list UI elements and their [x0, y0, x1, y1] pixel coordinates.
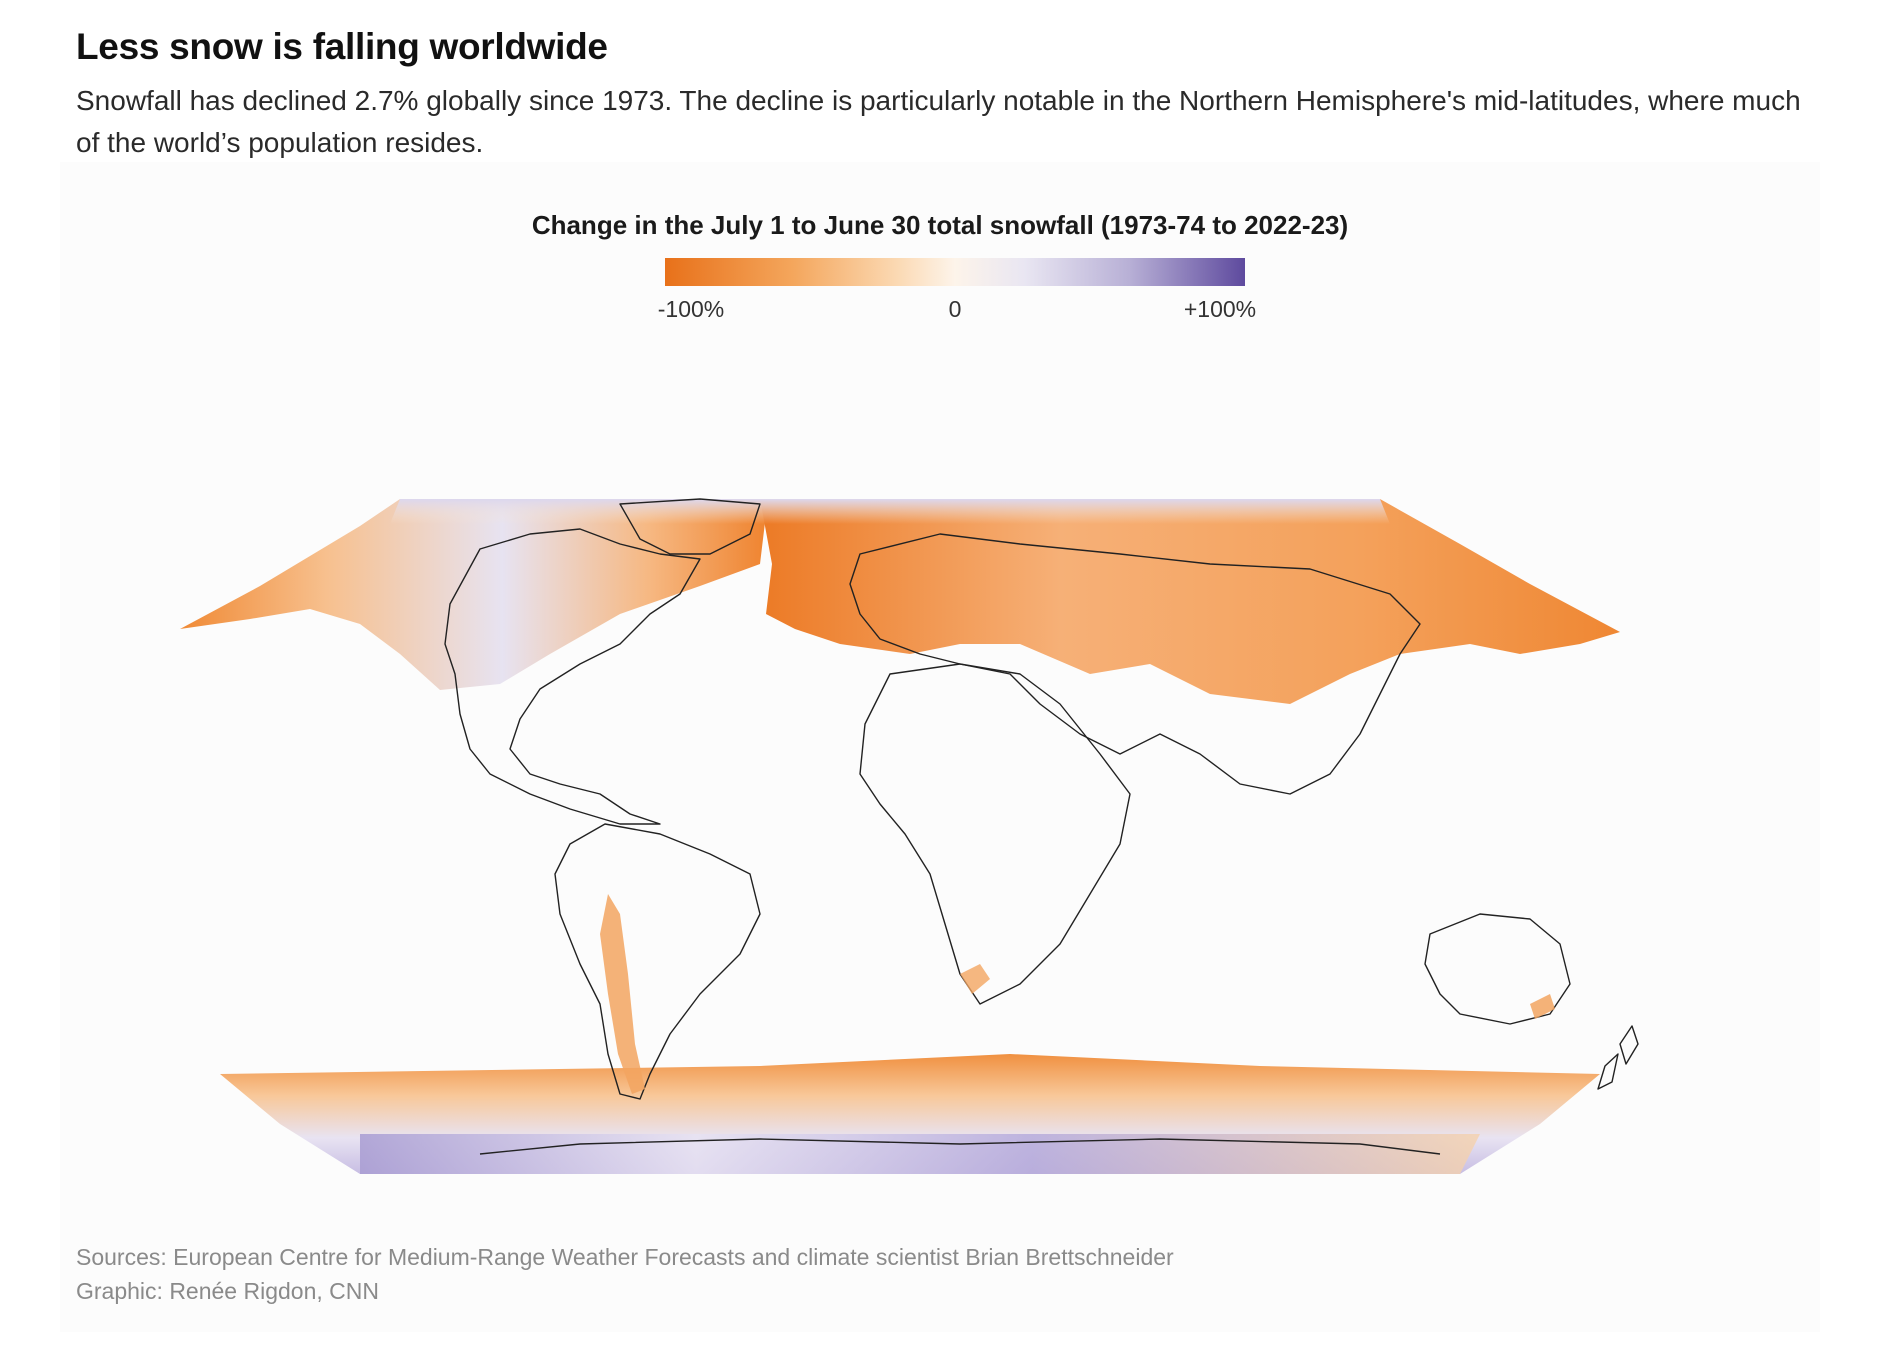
legend-title: Change in the July 1 to June 30 total sn…	[531, 210, 1349, 240]
subtitle: Snowfall has declined 2.7% globally sinc…	[76, 85, 1801, 158]
southern-africa-snow-region	[960, 964, 990, 994]
legend-min-label: -100%	[657, 296, 725, 322]
sources-text: Sources: European Centre for Medium-Rang…	[76, 1244, 1174, 1270]
arctic-top-tint	[390, 499, 1390, 524]
new-zealand-outline	[1597, 1025, 1639, 1090]
headline: Less snow is falling worldwide	[76, 26, 608, 67]
australia-outline	[1424, 913, 1571, 1025]
legend-max-label: +100%	[1183, 296, 1257, 322]
greenland-outline	[619, 498, 761, 555]
north-america-snow-region	[180, 499, 766, 690]
antarctica-outline	[479, 1138, 1441, 1155]
credit-text: Graphic: Renée Rigdon, CNN	[76, 1278, 379, 1304]
eurasia-outline	[849, 533, 1421, 795]
north-america-outline	[444, 528, 701, 825]
africa-outline	[859, 663, 1131, 1005]
legend-mid-label: 0	[948, 296, 962, 322]
eurasia-snow-region	[760, 499, 1620, 704]
antarctica-region	[360, 1134, 1480, 1174]
andes-snow-region	[600, 894, 645, 1094]
south-america-outline	[554, 823, 761, 1100]
legend-color-scale	[665, 258, 1245, 286]
se-australia-snow-region	[1530, 994, 1555, 1019]
sources-credit: Sources: European Centre for Medium-Rang…	[76, 1240, 1174, 1308]
world-map	[180, 498, 1639, 1174]
map-panel: Change in the July 1 to June 30 total sn…	[60, 162, 1820, 1332]
